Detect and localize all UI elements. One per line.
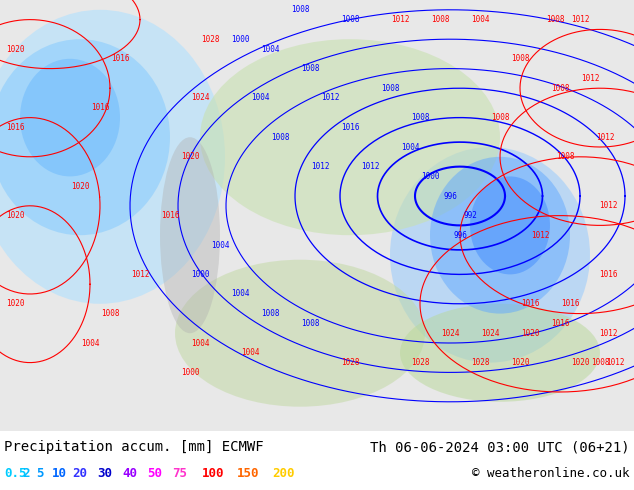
Text: 1012: 1012 bbox=[598, 329, 618, 338]
Text: 1028: 1028 bbox=[471, 358, 489, 367]
Text: 40: 40 bbox=[122, 467, 137, 480]
Text: 200: 200 bbox=[272, 467, 295, 480]
Text: 1004: 1004 bbox=[191, 339, 209, 347]
Ellipse shape bbox=[390, 147, 590, 363]
Text: 1008: 1008 bbox=[551, 84, 569, 93]
Text: 1016: 1016 bbox=[521, 299, 540, 308]
Text: 1028: 1028 bbox=[201, 35, 219, 44]
Text: 1000: 1000 bbox=[191, 270, 209, 279]
Text: 1004: 1004 bbox=[251, 94, 269, 102]
Text: 1020: 1020 bbox=[6, 211, 24, 220]
Text: 1016: 1016 bbox=[111, 54, 129, 63]
Ellipse shape bbox=[400, 304, 600, 402]
Text: 1016: 1016 bbox=[91, 103, 109, 112]
Text: 1008: 1008 bbox=[556, 152, 574, 161]
Ellipse shape bbox=[20, 59, 120, 176]
Text: 1004: 1004 bbox=[261, 45, 279, 53]
Text: 1020: 1020 bbox=[511, 358, 529, 367]
Text: 1008: 1008 bbox=[271, 133, 289, 142]
Text: 1004: 1004 bbox=[471, 15, 489, 24]
Ellipse shape bbox=[0, 39, 170, 235]
Text: 0.5: 0.5 bbox=[4, 467, 27, 480]
Text: 1016: 1016 bbox=[340, 123, 359, 132]
Text: 1020: 1020 bbox=[6, 45, 24, 53]
Text: 1012: 1012 bbox=[598, 201, 618, 210]
Text: 10: 10 bbox=[52, 467, 67, 480]
Ellipse shape bbox=[200, 39, 500, 235]
Text: 1012: 1012 bbox=[131, 270, 149, 279]
Text: 1004: 1004 bbox=[231, 290, 249, 298]
Text: Th 06-06-2024 03:00 UTC (06+21): Th 06-06-2024 03:00 UTC (06+21) bbox=[370, 441, 630, 454]
Text: 1016: 1016 bbox=[6, 123, 24, 132]
Text: 1008: 1008 bbox=[261, 309, 279, 318]
Text: 1020: 1020 bbox=[6, 299, 24, 308]
Text: 1000: 1000 bbox=[181, 368, 199, 377]
Text: 1008: 1008 bbox=[291, 5, 309, 14]
Text: 1008: 1008 bbox=[411, 113, 429, 122]
Text: 1012: 1012 bbox=[571, 15, 589, 24]
Text: 1004: 1004 bbox=[401, 143, 419, 151]
Text: 1008: 1008 bbox=[491, 113, 509, 122]
Text: 2: 2 bbox=[22, 467, 30, 480]
Text: 1020: 1020 bbox=[571, 358, 589, 367]
Ellipse shape bbox=[470, 176, 550, 274]
Ellipse shape bbox=[430, 157, 570, 314]
Text: 75: 75 bbox=[172, 467, 187, 480]
Text: 1008: 1008 bbox=[546, 15, 564, 24]
Ellipse shape bbox=[175, 260, 425, 407]
Text: Precipitation accum. [mm] ECMWF: Precipitation accum. [mm] ECMWF bbox=[4, 441, 264, 454]
Text: 996: 996 bbox=[443, 192, 457, 200]
Text: 1000: 1000 bbox=[231, 35, 249, 44]
Text: 1008: 1008 bbox=[340, 15, 359, 24]
Text: 100: 100 bbox=[202, 467, 224, 480]
Text: 1012: 1012 bbox=[581, 74, 599, 83]
Text: 1016: 1016 bbox=[161, 211, 179, 220]
Text: 1004: 1004 bbox=[81, 339, 100, 347]
Text: 1008: 1008 bbox=[511, 54, 529, 63]
Text: 1028: 1028 bbox=[411, 358, 429, 367]
Text: 1012: 1012 bbox=[605, 358, 624, 367]
Text: 1012: 1012 bbox=[596, 133, 614, 142]
Text: 1020: 1020 bbox=[181, 152, 199, 161]
Text: 1016: 1016 bbox=[598, 270, 618, 279]
Text: 1016: 1016 bbox=[551, 319, 569, 328]
Text: 1008: 1008 bbox=[430, 15, 450, 24]
Text: 5: 5 bbox=[36, 467, 44, 480]
Text: 1008: 1008 bbox=[301, 64, 320, 73]
Ellipse shape bbox=[0, 10, 225, 304]
Text: 1020: 1020 bbox=[71, 182, 89, 191]
Text: 1004: 1004 bbox=[210, 241, 230, 249]
Text: 1012: 1012 bbox=[531, 231, 549, 240]
Text: 1004: 1004 bbox=[241, 348, 259, 357]
Text: © weatheronline.co.uk: © weatheronline.co.uk bbox=[472, 467, 630, 480]
Text: 1012: 1012 bbox=[321, 94, 339, 102]
Text: 30: 30 bbox=[97, 467, 112, 480]
Text: 1024: 1024 bbox=[441, 329, 459, 338]
Text: 1024: 1024 bbox=[481, 329, 499, 338]
Text: 1008: 1008 bbox=[301, 319, 320, 328]
Text: 1008: 1008 bbox=[591, 358, 609, 367]
Text: 1012: 1012 bbox=[311, 162, 329, 171]
Text: 50: 50 bbox=[147, 467, 162, 480]
Text: 1024: 1024 bbox=[191, 94, 209, 102]
Ellipse shape bbox=[160, 137, 220, 333]
Text: 996: 996 bbox=[453, 231, 467, 240]
Text: 1000: 1000 bbox=[421, 172, 439, 181]
Text: 1008: 1008 bbox=[101, 309, 119, 318]
Text: 20: 20 bbox=[72, 467, 87, 480]
Text: 1012: 1012 bbox=[361, 162, 379, 171]
Text: 1016: 1016 bbox=[560, 299, 579, 308]
Text: 150: 150 bbox=[237, 467, 259, 480]
Text: 1008: 1008 bbox=[381, 84, 399, 93]
Text: 1028: 1028 bbox=[340, 358, 359, 367]
Text: 992: 992 bbox=[463, 211, 477, 220]
Text: 1012: 1012 bbox=[391, 15, 410, 24]
Text: 1020: 1020 bbox=[521, 329, 540, 338]
